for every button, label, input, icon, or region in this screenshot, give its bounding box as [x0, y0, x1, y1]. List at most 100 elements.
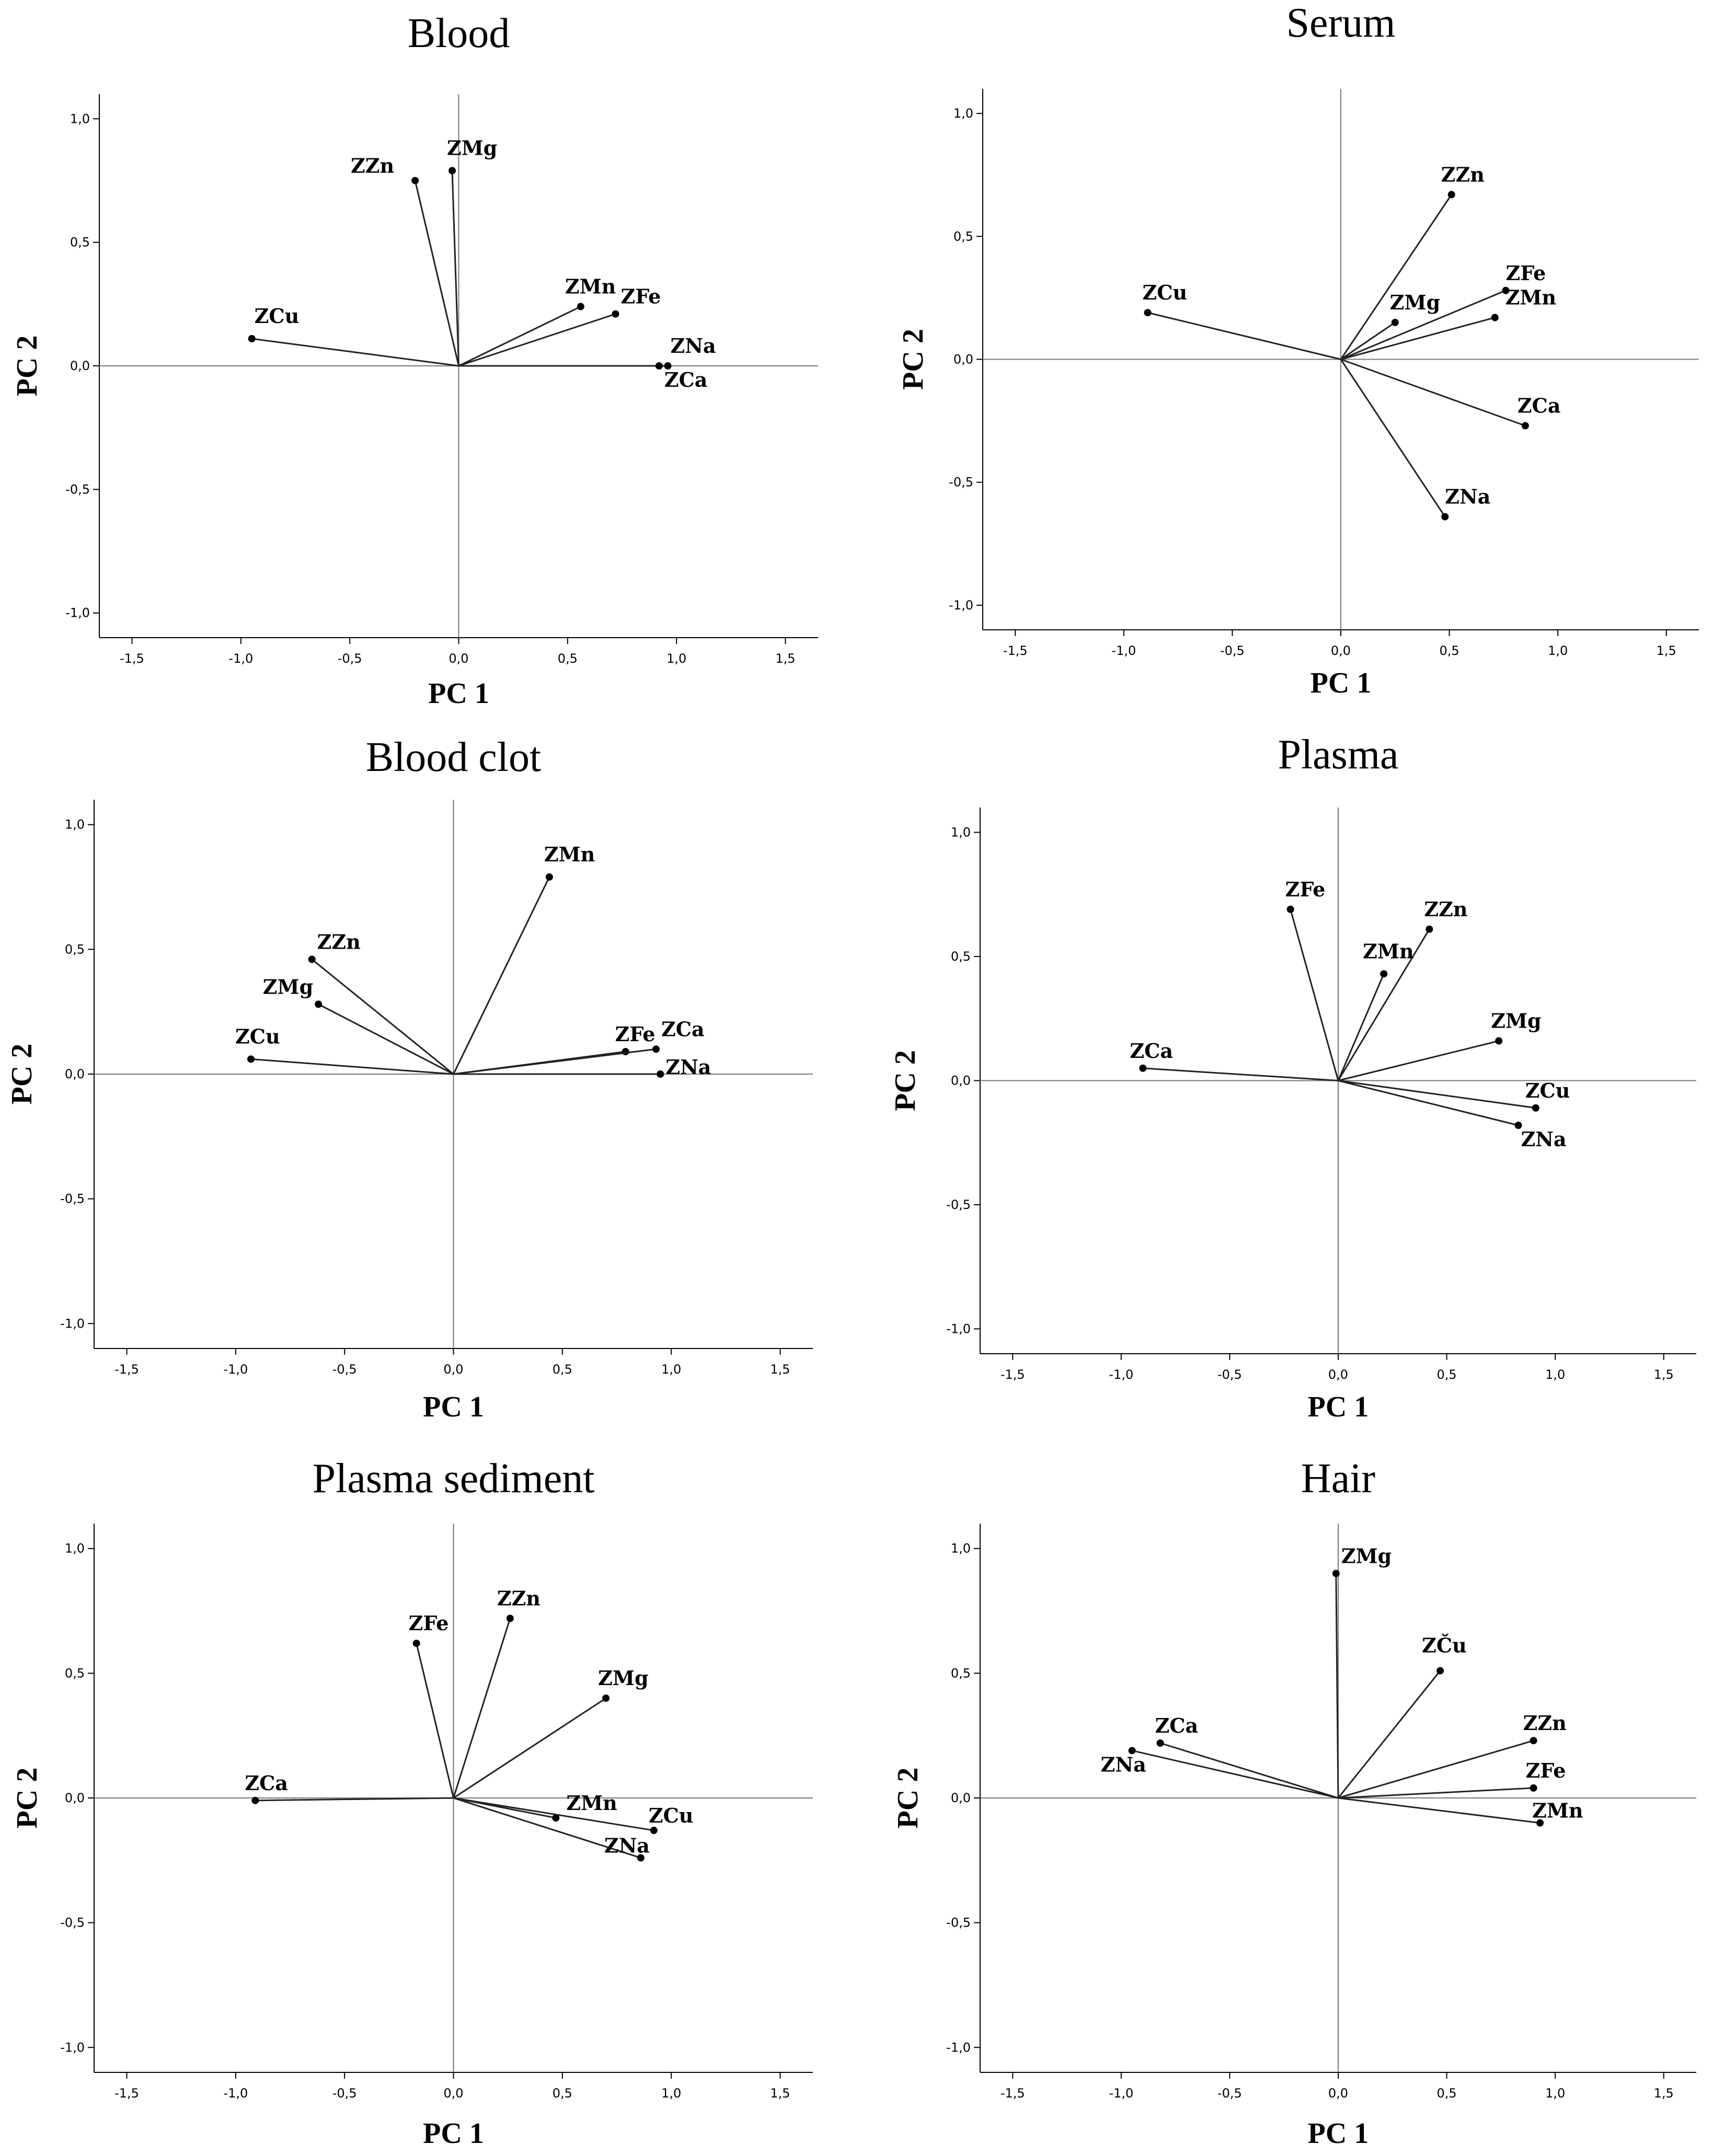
loading-vector-ZCu	[1147, 312, 1341, 360]
y-tick-label: 0,0	[70, 359, 90, 373]
x-tick-label: -0,5	[1217, 1367, 1242, 1382]
loading-vector-ZFe	[1338, 1787, 1534, 1799]
loading-point-ZNa	[1514, 1122, 1522, 1129]
variable-label-ZMg: ZMg	[1341, 1544, 1392, 1567]
y-tick-label: 1,0	[953, 106, 973, 121]
chart-panel-4: Plasma -1,5 -1,0 -0,5 0,0 0,5 1,0 1,5 1,0 0,5 0,0 -…	[889, 732, 1696, 1423]
loading-point-ZMn	[1491, 314, 1499, 321]
x-tick-label: 1,5	[1657, 643, 1676, 658]
variable-label-ZCa: ZCa	[1155, 1714, 1199, 1737]
variable-label-ZNa: ZNa	[1521, 1127, 1567, 1151]
loading-vector-ZZn	[453, 1618, 511, 1798]
variable-label-ZMg: ZMg	[447, 136, 497, 160]
loading-vector-ZMg	[451, 170, 459, 366]
loading-point-ZMg	[1391, 318, 1399, 326]
y-tick-label: -0,5	[60, 1916, 85, 1930]
y-tick-label: 1,0	[951, 825, 971, 840]
loading-point-ZMg	[1495, 1037, 1503, 1045]
variable-label-ZZn: ZZn	[351, 154, 394, 177]
x-axis-title: PC 1	[1310, 667, 1372, 699]
y-tick-label: -1,0	[65, 606, 90, 620]
loading-point-ZNa	[664, 362, 672, 370]
variable-label-ZMn: ZMn	[1505, 286, 1556, 309]
y-tick-label: 1,0	[951, 1541, 971, 1556]
loading-point-ZNa	[637, 1854, 645, 1862]
loading-point-ZFe	[622, 1048, 629, 1056]
x-tick-label: -1,5	[1003, 643, 1028, 658]
x-tick-label: -0,5	[338, 651, 362, 666]
loading-point-ZFe	[1530, 1784, 1537, 1792]
variable-label-ZMn: ZMn	[566, 1791, 617, 1815]
variable-label-ZFe: ZFe	[409, 1611, 449, 1635]
x-tick-label: 0,0	[1328, 2086, 1348, 2101]
x-tick-label: 0,5	[558, 651, 578, 666]
x-axis-title: PC 1	[1308, 1391, 1369, 1423]
loading-vector-ZZn	[1337, 928, 1430, 1081]
variable-label-ZCa: ZCa	[661, 1017, 705, 1041]
y-tick-label: 0,0	[951, 1791, 971, 1805]
y-tick-label: 0,0	[953, 352, 973, 367]
loading-point-ZZn	[1425, 925, 1433, 933]
loading-vector-ZMn	[1340, 317, 1496, 360]
x-tick-label: 1,5	[1654, 2086, 1674, 2101]
y-tick-label: -0,5	[946, 1197, 971, 1212]
variable-label-ZMn: ZMn	[1532, 1799, 1583, 1823]
x-axis-title: PC 1	[423, 1391, 484, 1423]
loading-vector-ZNa	[453, 1797, 641, 1859]
loading-point-ZMn	[552, 1814, 560, 1822]
x-tick-label: -1,0	[1111, 643, 1136, 658]
x-tick-label: 0,0	[443, 2086, 463, 2101]
loading-vector-ZMn	[458, 306, 581, 367]
x-tick-label: 1,0	[661, 1362, 681, 1377]
x-tick-label: 0,0	[449, 651, 468, 666]
loading-vector-ZMg	[1338, 1040, 1499, 1081]
loading-point-ZCu	[1532, 1104, 1539, 1112]
y-tick-label: -1,0	[946, 1322, 971, 1336]
loading-vector-ZCa	[255, 1797, 454, 1802]
loading-point-ZZn	[506, 1615, 514, 1622]
y-tick-label: 0,5	[951, 1666, 971, 1680]
loading-vector-ZFe	[1290, 909, 1339, 1081]
x-tick-label: -1,5	[1001, 1367, 1025, 1382]
loading-point-ZCa	[655, 362, 663, 370]
chart-title: Serum	[1286, 0, 1396, 46]
loading-point-ZMg	[449, 167, 456, 175]
loading-point-ZFe	[612, 310, 619, 318]
y-tick-label: -0,5	[946, 1916, 971, 1930]
x-tick-label: -1,0	[1109, 1367, 1133, 1382]
variable-label-ZMg: ZMg	[1491, 1009, 1541, 1033]
loading-point-ZCa	[1156, 1739, 1164, 1747]
loading-point-ZNa	[657, 1070, 664, 1078]
variable-label-ZNa: ZNa	[604, 1834, 650, 1858]
loading-vector-ZCa	[1340, 359, 1526, 426]
loading-vector-ZFe	[458, 313, 616, 367]
y-tick-label: 1,0	[65, 817, 85, 832]
y-tick-label: 0,0	[951, 1074, 971, 1088]
x-tick-label: 1,0	[1545, 2086, 1565, 2101]
loading-point-ZCa	[251, 1796, 259, 1804]
loading-point-ZČu	[1436, 1667, 1444, 1675]
variable-label-ZZn: ZZn	[1523, 1711, 1567, 1735]
loading-vector-ZCu	[251, 338, 459, 367]
x-tick-label: 1,5	[1654, 1367, 1674, 1382]
variable-label-ZMn: ZMn	[565, 275, 616, 298]
y-tick-label: 1,0	[70, 111, 90, 126]
x-tick-label: 1,5	[770, 1362, 790, 1377]
x-tick-label: -1,5	[120, 651, 144, 666]
x-tick-label: 0,0	[1331, 643, 1351, 658]
chart-title: Blood	[408, 10, 510, 56]
loading-vector-ZZn	[311, 959, 454, 1075]
variable-label-ZNa: ZNa	[665, 1055, 711, 1079]
loading-vector-ZNa	[1338, 1080, 1519, 1126]
variable-label-ZCu: ZCu	[649, 1804, 694, 1827]
chart-title: Hair	[1301, 1456, 1375, 1502]
variable-label-ZCu: ZCu	[235, 1024, 280, 1048]
x-tick-label: -0,5	[1217, 2086, 1242, 2101]
x-tick-label: 0,5	[1439, 643, 1459, 658]
x-tick-label: -1,0	[223, 1362, 248, 1377]
loading-point-ZNa	[1128, 1747, 1136, 1755]
x-tick-label: 1,0	[1545, 1367, 1565, 1382]
x-tick-label: -0,5	[1220, 643, 1245, 658]
variable-label-ZFe: ZFe	[1526, 1759, 1566, 1782]
